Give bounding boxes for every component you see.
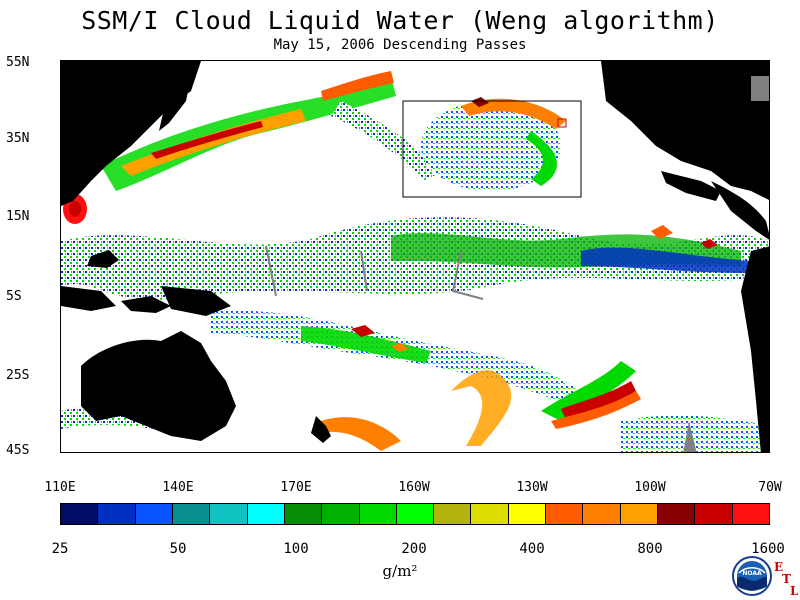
colorbar-segment <box>396 504 435 524</box>
colorbar-tick-label: 50 <box>169 541 187 557</box>
colorbar-segment <box>546 504 584 524</box>
colorbar-units: g/m² <box>382 562 418 580</box>
colorbar-segment <box>172 504 211 524</box>
etl-letter: T <box>782 572 791 586</box>
colorbar-tick-label: 400 <box>519 541 545 557</box>
spcz-cloud-band <box>211 310 581 406</box>
inset-box <box>402 100 582 198</box>
lon-label: 130W <box>516 480 548 495</box>
land-australia <box>81 331 236 441</box>
noaa-logo-icon: NOAA <box>732 556 772 596</box>
colorbar-segment <box>210 504 248 524</box>
colorbar-segment <box>247 504 285 524</box>
lon-label: 140E <box>162 480 194 495</box>
colorbar-segment <box>61 504 99 524</box>
marker-square <box>557 118 567 128</box>
colorbar-tick-label: 25 <box>51 541 69 557</box>
colorbar-segment <box>135 504 173 524</box>
north-pacific-front <box>101 71 441 191</box>
page-title: SSM/I Cloud Liquid Water (Weng algorithm… <box>81 6 719 35</box>
itcz-cloud-band <box>61 217 769 300</box>
land-philippines <box>87 250 119 268</box>
land-south-america <box>741 246 769 452</box>
lon-label: 160W <box>398 480 430 495</box>
land-baja <box>661 171 721 201</box>
colorbar <box>60 503 770 525</box>
lat-label: 35N <box>6 131 30 146</box>
land-north-america <box>601 61 769 200</box>
colorbar-segment <box>583 504 621 524</box>
ne-pacific-cyclone <box>421 97 566 191</box>
colorbar-segment <box>434 504 472 524</box>
land-central-america <box>711 181 769 240</box>
lon-label: 70W <box>758 480 782 495</box>
colorbar-tick-label: 800 <box>637 541 663 557</box>
colorbar-segment <box>658 504 696 524</box>
land-east-asia <box>61 61 201 206</box>
colorbar-segment <box>98 504 136 524</box>
lat-label: 5S <box>6 289 22 304</box>
etl-letter: E <box>774 560 784 574</box>
etl-letter: L <box>790 584 799 598</box>
lat-label: 15N <box>6 209 30 224</box>
colorbar-tick-label: 200 <box>401 541 427 557</box>
lon-label: 110E <box>44 480 76 495</box>
southern-cyclone <box>541 361 641 429</box>
colorbar-segment <box>359 504 397 524</box>
land-new-zealand <box>311 416 331 443</box>
page-subtitle: May 15, 2006 Descending Passes <box>273 37 527 53</box>
swath-gap <box>265 245 277 297</box>
lat-label: 45S <box>6 443 30 458</box>
lon-label: 100W <box>634 480 666 495</box>
colorbar-tick-label: 100 <box>283 541 309 557</box>
colorbar-segment <box>471 504 509 524</box>
land-new-guinea <box>161 286 231 316</box>
colorbar-segment <box>732 504 769 524</box>
land-sulawesi <box>121 296 171 313</box>
land-borneo <box>61 286 116 311</box>
colorbar-segment <box>284 504 323 524</box>
lat-label: 55N <box>6 55 30 70</box>
noaa-logo-text: NOAA <box>742 570 762 577</box>
lon-label: 170E <box>280 480 312 495</box>
colorbar-segment <box>508 504 547 524</box>
colorbar-tick-label: 1600 <box>751 541 785 557</box>
cloud-liquid-water-map <box>60 60 770 453</box>
land-japan <box>159 66 193 131</box>
map-canvas <box>61 61 769 452</box>
colorbar-segment <box>620 504 658 524</box>
lat-label: 25S <box>6 368 30 383</box>
colorbar-segment <box>322 504 360 524</box>
colorbar-segment <box>695 504 733 524</box>
